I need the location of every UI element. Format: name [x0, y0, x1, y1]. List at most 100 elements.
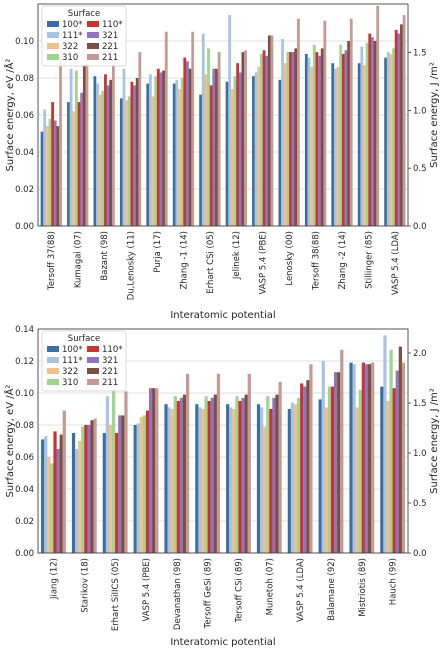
bar — [159, 72, 163, 226]
y-tick-label: 0.02 — [15, 185, 34, 195]
y-tick-label: 0.00 — [15, 549, 34, 559]
y-axis-label: Surface energy, eV /Å² — [3, 59, 16, 172]
bar — [75, 449, 79, 553]
bar — [334, 68, 337, 226]
bar — [397, 33, 401, 226]
bar — [69, 68, 73, 226]
chart-panel-1: 0.00 0.02 0.04 0.06 0.08 0.10 0.0 0.5 1.0 1.5 2.0 T… — [3, 0, 440, 321]
bar — [80, 92, 84, 226]
bar — [130, 81, 134, 226]
bar — [389, 349, 393, 553]
bar — [108, 425, 113, 553]
x-tick-label: Tersoff 37(88) — [47, 231, 57, 291]
bar — [297, 18, 300, 226]
legend-swatch — [47, 43, 59, 49]
bar — [201, 409, 205, 553]
x-tick-label: Tersoff 38(88) — [312, 231, 322, 291]
bar — [244, 50, 247, 226]
x-tick-label: Mistriotis (89) — [358, 558, 368, 617]
bar — [75, 70, 78, 226]
right-y-tick-label: 2.0 — [413, 0, 427, 1]
bar — [48, 118, 52, 226]
legend-label: 100* — [62, 20, 82, 30]
bar — [341, 53, 345, 227]
bar — [96, 83, 99, 226]
right-y-tick-label: 1.0 — [413, 449, 427, 459]
bar — [178, 89, 181, 226]
bar — [281, 39, 284, 227]
bar — [321, 361, 325, 553]
legend-swatch — [87, 43, 99, 49]
legend-swatch — [47, 32, 59, 38]
legend-label: 110* — [102, 345, 122, 355]
bar — [324, 407, 328, 553]
bar — [263, 426, 267, 553]
y-axis-label: Surface energy, eV /Å² — [3, 385, 16, 498]
bar — [167, 407, 171, 553]
bar — [213, 394, 217, 553]
bar — [241, 397, 245, 553]
bar — [183, 57, 187, 227]
x-tick-label: Hauch (99) — [389, 558, 399, 605]
x-tick-label: Zhang -2 (14) — [338, 231, 348, 290]
bar — [188, 68, 192, 226]
bar — [135, 78, 139, 226]
bar — [198, 407, 202, 553]
bar — [233, 76, 237, 227]
bar — [122, 68, 126, 226]
bar — [364, 364, 369, 553]
bar — [105, 396, 110, 553]
x-tick-label: Jelinek (12) — [232, 231, 242, 280]
bar — [401, 362, 406, 553]
right-y-axis-label: Surface energy, J /m² — [429, 62, 440, 168]
bar — [291, 52, 295, 226]
bar — [210, 397, 214, 553]
legend-swatch — [87, 54, 99, 60]
bar — [204, 74, 208, 226]
y-tick-label: 0.12 — [15, 357, 34, 367]
bar — [398, 346, 402, 553]
legend-swatch — [47, 21, 59, 27]
bar — [265, 55, 269, 226]
bar — [146, 83, 150, 226]
y-tick-label: 0.10 — [15, 389, 34, 399]
bar — [229, 407, 233, 553]
bar — [318, 399, 322, 553]
legend-swatch — [87, 379, 99, 385]
x-tick-label: Starikov (18) — [80, 558, 90, 613]
bar — [252, 76, 255, 227]
bar — [186, 373, 190, 553]
x-tick-label: Tersoff CSi (89) — [234, 558, 244, 624]
x-tick-label: Zhang -1 (14) — [179, 231, 189, 290]
bar — [310, 66, 314, 227]
bar — [225, 81, 229, 226]
x-axis-label: Interatomic potential — [170, 637, 275, 648]
bar — [212, 68, 216, 226]
bar — [358, 389, 362, 553]
legend-swatch — [87, 368, 99, 374]
bar — [226, 404, 230, 553]
bar — [215, 68, 218, 226]
x-tick-label: Stillinger (85) — [364, 231, 374, 289]
bar — [297, 397, 301, 553]
y-tick-label: 0.06 — [15, 111, 34, 121]
bar — [133, 425, 137, 553]
bar — [360, 46, 364, 226]
x-tick-label: Jiang (12) — [49, 558, 59, 600]
bar — [136, 423, 140, 553]
legend-label: 322 — [62, 367, 78, 377]
legend-swatch — [47, 357, 59, 363]
bar — [318, 55, 321, 226]
bar — [232, 409, 236, 553]
bar — [340, 349, 344, 553]
bar — [149, 74, 152, 226]
bar — [93, 418, 97, 553]
bar — [306, 380, 310, 553]
bar — [195, 404, 199, 553]
bar — [133, 85, 136, 227]
y-tick-label: 0.10 — [15, 37, 34, 47]
x-tick-label: Tersoff GeSi (89) — [204, 558, 214, 629]
legend-swatch — [87, 357, 99, 363]
bar — [400, 24, 403, 226]
